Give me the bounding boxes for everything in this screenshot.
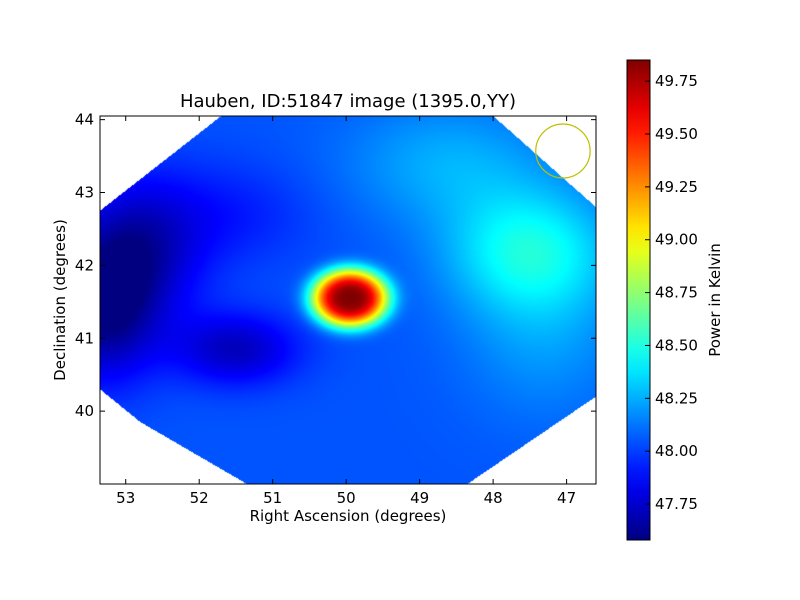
y-axis-ticks: 40 41 42 43 44 <box>75 111 596 420</box>
x-tick-label: 50 <box>337 489 356 507</box>
x-axis-ticks: 53 52 51 50 49 48 47 <box>116 116 576 507</box>
colorbar-tick-label: 49.50 <box>655 125 698 143</box>
x-tick-label: 47 <box>557 489 576 507</box>
colorbar-tick-label: 49.00 <box>655 231 698 249</box>
y-tick-label: 42 <box>75 256 94 274</box>
colorbar: 47.75 48.00 48.25 48.50 48.75 49.00 49.25 49.50… <box>626 59 724 541</box>
colorbar-tick-label: 48.25 <box>655 389 698 407</box>
colorbar-tick-label: 47.75 <box>655 495 698 513</box>
x-tick-label: 52 <box>190 489 209 507</box>
beam-circle <box>535 123 591 179</box>
x-tick-label: 51 <box>263 489 282 507</box>
x-tick-label: 49 <box>410 489 429 507</box>
y-tick-label: 41 <box>75 329 94 347</box>
colorbar-tick-label: 48.75 <box>655 284 698 302</box>
colorbar-tick-label: 49.25 <box>655 178 698 196</box>
heatmap-image <box>100 116 596 484</box>
colorbar-tick-label: 48.00 <box>655 442 698 460</box>
colorbar-scale <box>626 59 651 541</box>
x-tick-label: 53 <box>116 489 135 507</box>
colorbar-ticks: 47.75 48.00 48.25 48.50 48.75 49.00 49.25 49.50… <box>645 72 698 513</box>
x-tick-label: 48 <box>484 489 503 507</box>
colorbar-label: Power in Kelvin <box>706 243 724 357</box>
plot-frame <box>99 115 597 485</box>
chart-title: Hauben, ID:51847 image (1395.0,YY) <box>180 91 516 112</box>
x-axis-label: Right Ascension (degrees) <box>250 507 447 525</box>
y-tick-label: 43 <box>75 184 94 202</box>
y-axis-label: Declination (degrees) <box>51 219 69 381</box>
colorbar-tick-label: 49.75 <box>655 72 698 90</box>
colorbar-tick-label: 48.50 <box>655 336 698 354</box>
plot-area: 53 52 51 50 49 48 47 40 41 42 43 44 <box>75 111 597 507</box>
y-tick-label: 40 <box>75 402 94 420</box>
y-tick-label: 44 <box>75 111 94 129</box>
